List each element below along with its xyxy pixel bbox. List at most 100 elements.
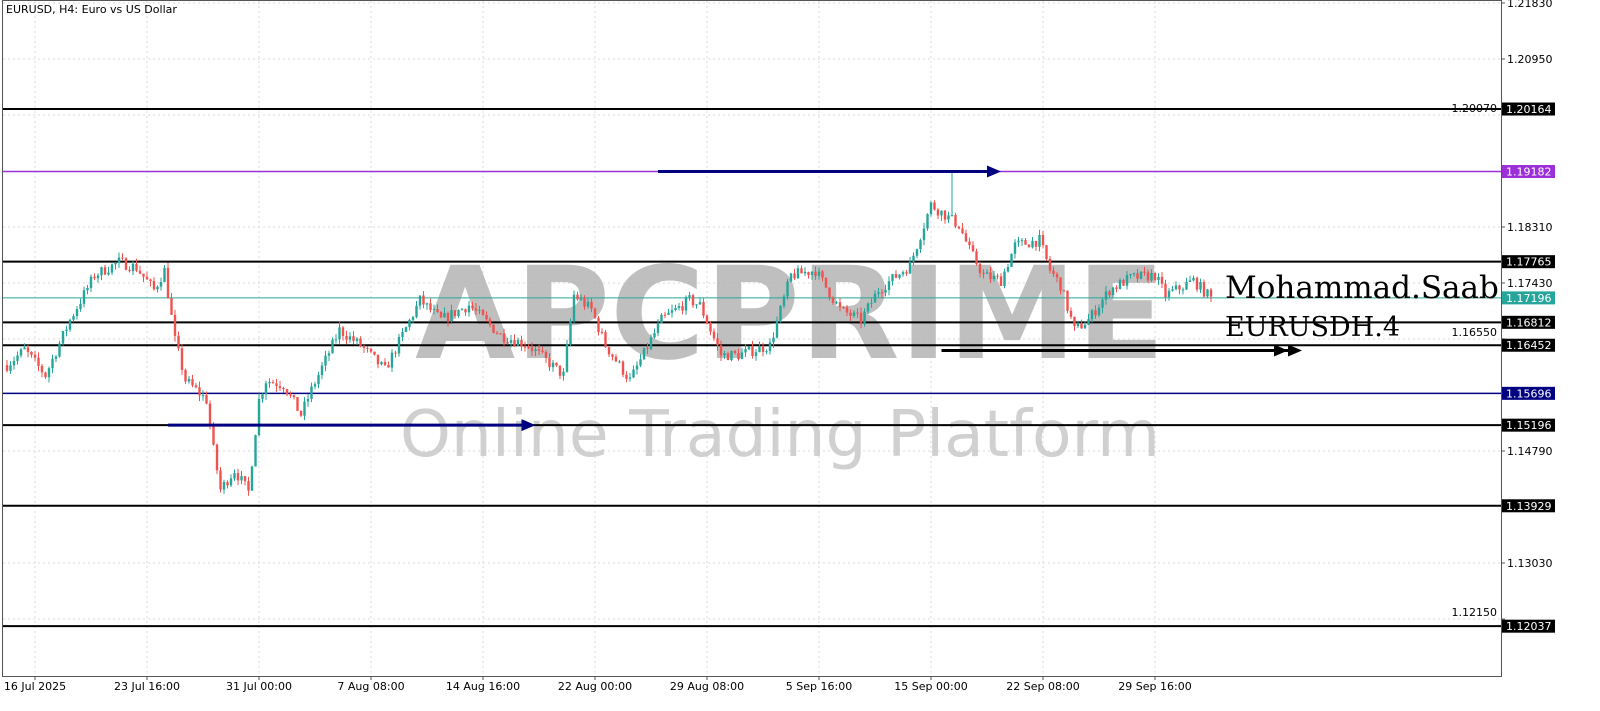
candle-body <box>114 262 117 265</box>
candle-body <box>985 272 989 274</box>
x-tick-label: 22 Sep 08:00 <box>1006 680 1079 693</box>
candle-body <box>152 280 156 290</box>
candle-body <box>33 354 37 358</box>
price-axis[interactable]: 1.21830 1.20950 1.20070 1.18310 1.17430 1.165… <box>1452 0 1556 633</box>
candle-body <box>502 333 506 343</box>
candle-body <box>999 276 1003 287</box>
candle-body <box>250 466 254 491</box>
candle-body <box>702 302 705 316</box>
candle-body <box>604 332 607 348</box>
candle-body <box>1059 277 1062 291</box>
x-tick-label: 5 Sep 16:00 <box>786 680 852 693</box>
candle-body <box>383 362 387 366</box>
candle-body <box>737 353 740 360</box>
candle-body <box>506 342 509 344</box>
candle-body <box>184 369 187 382</box>
candle-body <box>632 369 635 378</box>
candle-body <box>369 348 373 352</box>
arrow-head-icon <box>1288 344 1302 357</box>
candle-body <box>618 361 621 363</box>
candle-body <box>831 297 835 303</box>
candle-body <box>954 214 957 227</box>
candle-body <box>810 271 814 276</box>
candle-body <box>1024 240 1027 245</box>
candle-body <box>19 349 23 356</box>
candle-body <box>775 320 779 338</box>
candle-body <box>296 397 299 411</box>
candle-body <box>485 315 488 320</box>
x-tick-label: 15 Sep 00:00 <box>894 680 967 693</box>
candle-body <box>814 271 817 276</box>
candle-body <box>768 342 772 352</box>
candle-body <box>96 275 100 279</box>
candle-body <box>1041 235 1045 246</box>
candle-body <box>929 202 933 215</box>
candle-body <box>765 351 768 353</box>
candle-body <box>404 327 408 333</box>
time-axis[interactable]: 16 Jul 2025 23 Jul 16:00 31 Jul 00:00 7 Aug… <box>4 676 1192 693</box>
candle-body <box>390 352 394 368</box>
candle-body <box>205 395 208 404</box>
candle-body <box>537 349 541 351</box>
candle-body <box>58 343 61 357</box>
candle-body <box>922 228 926 241</box>
candle-body <box>1045 245 1048 259</box>
candle-body <box>432 309 436 311</box>
candle-body <box>800 268 803 274</box>
candle-body <box>397 336 401 354</box>
candle-body <box>453 310 457 317</box>
candle-body <box>1006 266 1010 272</box>
candle-body <box>590 301 593 309</box>
candle-body <box>268 382 271 384</box>
candle-body <box>1010 253 1013 267</box>
candle-body <box>257 398 261 436</box>
candle-body <box>747 346 751 350</box>
candle-body <box>828 287 831 298</box>
candle-body <box>726 353 730 361</box>
candle-body <box>303 401 306 416</box>
candles <box>5 171 1213 496</box>
candle-body <box>68 319 72 330</box>
candle-body <box>663 314 667 316</box>
candle-body <box>1139 271 1143 279</box>
candle-body <box>191 379 194 386</box>
candle-body <box>30 351 33 355</box>
candle-body <box>1125 275 1129 286</box>
candle-body <box>852 312 856 316</box>
candle-body <box>523 346 527 348</box>
candle-body <box>807 271 810 276</box>
candle-body <box>44 372 47 378</box>
candle-body <box>593 308 597 318</box>
candle-body <box>61 331 65 344</box>
candle-body <box>1055 274 1059 278</box>
candle-body <box>261 394 264 399</box>
level-price-label-bg <box>1502 619 1555 633</box>
candle-body <box>1153 272 1157 281</box>
candle-body <box>646 347 649 349</box>
candle-body <box>859 312 863 323</box>
candle-body <box>121 257 124 259</box>
candle-body <box>912 255 915 262</box>
candle-body <box>933 202 936 210</box>
candle-body <box>229 478 233 486</box>
candle-body <box>492 324 495 333</box>
candle-body <box>754 352 758 356</box>
candle-body <box>723 353 726 356</box>
level-price-label: 1.16452 <box>1506 339 1552 352</box>
candle-body <box>1101 299 1104 308</box>
candle-body <box>681 306 684 311</box>
x-tick-label: 31 Jul 00:00 <box>226 680 292 693</box>
candle-body <box>821 271 824 278</box>
candle-body <box>863 311 866 323</box>
candle-body <box>110 264 114 273</box>
candle-body <box>992 275 996 280</box>
candle-body <box>1076 323 1080 327</box>
candle-body <box>943 210 947 220</box>
candle-body <box>163 267 166 282</box>
x-tick-label: 29 Sep 16:00 <box>1118 680 1191 693</box>
candle-body <box>187 379 191 382</box>
candle-body <box>219 470 222 490</box>
candle-body <box>719 345 723 356</box>
candle-body <box>1160 276 1164 284</box>
